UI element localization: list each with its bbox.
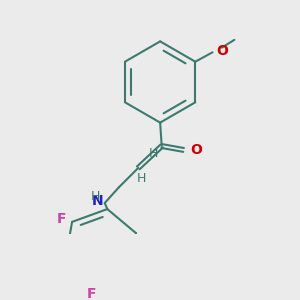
- Text: H: H: [149, 147, 159, 160]
- Text: O: O: [216, 44, 228, 58]
- Text: H: H: [137, 172, 146, 185]
- Text: N: N: [92, 194, 103, 208]
- Text: F: F: [87, 287, 97, 300]
- Text: F: F: [56, 212, 66, 226]
- Text: H: H: [91, 190, 100, 203]
- Text: O: O: [190, 143, 202, 157]
